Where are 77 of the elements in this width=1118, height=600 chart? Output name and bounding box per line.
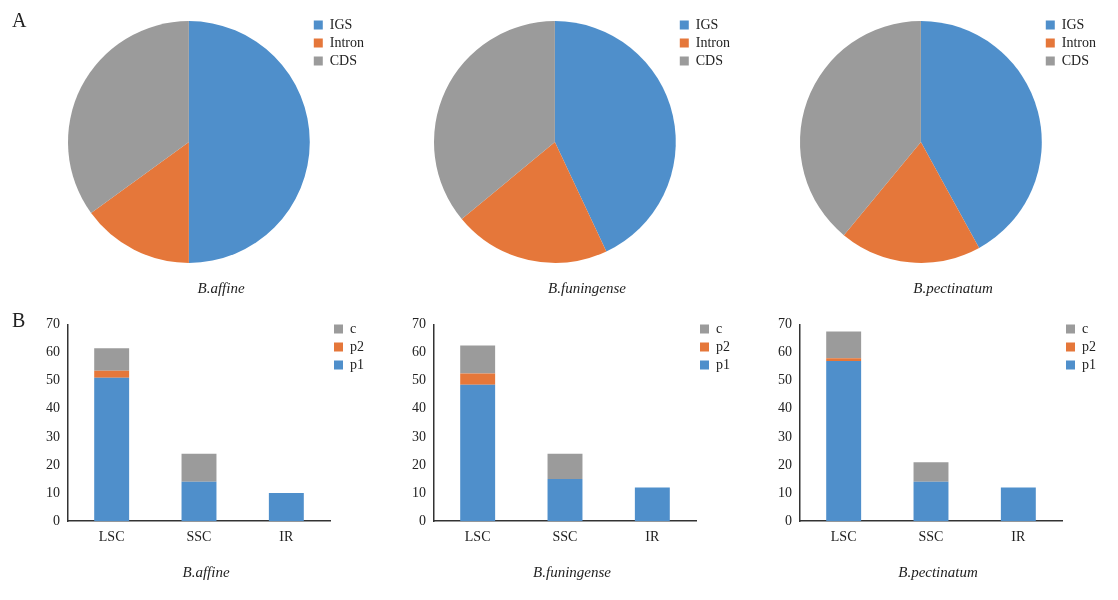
y-tick-label: 70: [412, 316, 426, 332]
legend-label: p1: [716, 356, 730, 372]
bar: [181, 481, 217, 522]
legend-label: CDS: [329, 52, 358, 68]
legend-label: c: [716, 320, 723, 336]
y-tick-label: 10: [778, 484, 792, 500]
y-tick-label: 30: [778, 428, 792, 444]
legend-label: p2: [1082, 338, 1096, 354]
text: B.funingense: [533, 563, 612, 580]
bar: [634, 487, 670, 522]
y-tick-label: 40: [412, 400, 426, 416]
legend-label: p1: [350, 356, 364, 372]
bar: [547, 453, 583, 480]
y-tick-label: 20: [46, 456, 60, 472]
legend-label: p2: [350, 338, 364, 354]
y-tick-label: 50: [46, 372, 60, 388]
bar: [460, 384, 496, 522]
text: B.affine: [197, 279, 245, 296]
x-tick-label: LSC: [464, 529, 491, 545]
legend-label: CDS: [695, 52, 724, 68]
y-tick-label: 0: [785, 512, 792, 528]
bar: [1000, 487, 1036, 522]
text: B: [12, 309, 26, 332]
bar: [94, 377, 130, 522]
y-tick-label: 50: [412, 372, 426, 388]
x-tick-label: IR: [279, 529, 294, 545]
y-tick-label: 70: [778, 316, 792, 332]
y-tick-label: 0: [419, 512, 426, 528]
x-tick-label: SSC: [918, 529, 944, 545]
y-tick-label: 30: [412, 428, 426, 444]
bar: [826, 358, 862, 361]
legend-label: p1: [1082, 356, 1096, 372]
legend-label: Intron: [695, 34, 730, 50]
legend-label: Intron: [329, 34, 364, 50]
y-tick-label: 60: [778, 344, 792, 360]
y-tick-label: 20: [778, 456, 792, 472]
bar: [94, 348, 130, 371]
y-tick-label: 40: [46, 400, 60, 416]
legend-label: p2: [716, 338, 730, 354]
bar: [181, 453, 217, 482]
text: B.pectinatum: [898, 563, 978, 580]
legend-label: c: [350, 320, 357, 336]
y-tick-label: 70: [46, 316, 60, 332]
x-tick-label: IR: [1011, 529, 1026, 545]
y-tick-label: 60: [46, 344, 60, 360]
bar: [268, 493, 304, 522]
bar: [826, 360, 862, 522]
legend-label: CDS: [1061, 52, 1090, 68]
legend-label: Intron: [1061, 34, 1096, 50]
legend-label: c: [1082, 320, 1089, 336]
bar: [460, 345, 496, 374]
y-tick-label: 0: [53, 512, 60, 528]
x-tick-label: SSC: [552, 529, 578, 545]
text: B.pectinatum: [913, 279, 993, 296]
bar: [913, 481, 949, 522]
x-tick-label: IR: [645, 529, 660, 545]
y-tick-label: 40: [778, 400, 792, 416]
x-tick-label: SSC: [186, 529, 212, 545]
bar: [547, 479, 583, 522]
bar: [826, 331, 862, 359]
y-tick-label: 10: [412, 484, 426, 500]
bar: [94, 370, 130, 378]
x-tick-label: LSC: [830, 529, 857, 545]
y-tick-label: 50: [778, 372, 792, 388]
y-tick-label: 60: [412, 344, 426, 360]
y-tick-label: 10: [46, 484, 60, 500]
bar: [913, 462, 949, 482]
legend-label: IGS: [329, 16, 353, 32]
y-tick-label: 30: [46, 428, 60, 444]
y-tick-label: 20: [412, 456, 426, 472]
legend-label: IGS: [695, 16, 719, 32]
x-tick-label: LSC: [98, 529, 125, 545]
legend-label: IGS: [1061, 16, 1085, 32]
text: A: [12, 9, 27, 32]
text: B.funingense: [548, 279, 627, 296]
bar: [460, 373, 496, 385]
text: B.affine: [182, 563, 230, 580]
